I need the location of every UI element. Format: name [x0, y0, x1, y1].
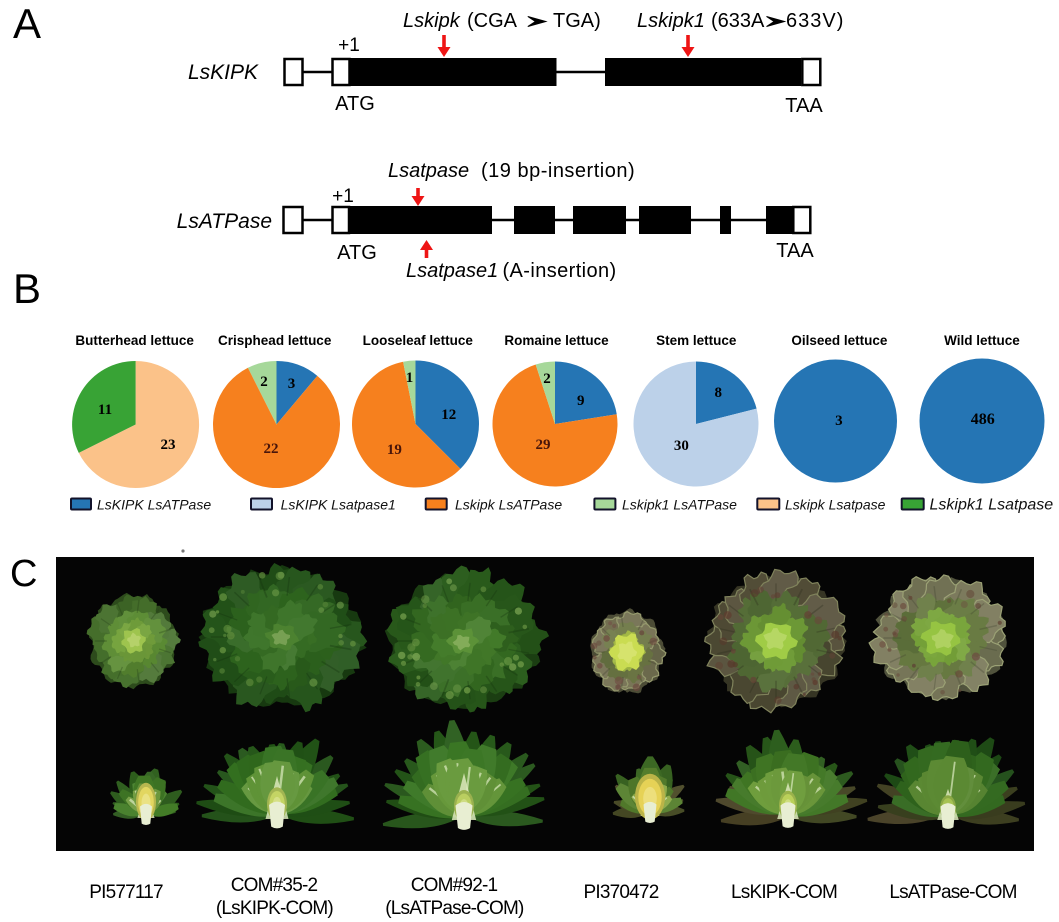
svg-text:Butterhead lettuce: Butterhead lettuce: [75, 333, 194, 348]
svg-text:LsKIPK-COM: LsKIPK-COM: [731, 882, 837, 903]
svg-text:3: 3: [288, 376, 296, 392]
svg-text:B: B: [13, 265, 41, 312]
svg-text:ATG: ATG: [335, 93, 375, 115]
svg-text:PI370472: PI370472: [584, 882, 659, 903]
svg-text:Lskipk LsATPase: Lskipk LsATPase: [455, 497, 562, 513]
svg-text:Lskipk: Lskipk: [403, 10, 461, 32]
svg-text:Stem lettuce: Stem lettuce: [656, 333, 737, 348]
svg-text:A: A: [13, 0, 41, 47]
svg-text:11: 11: [98, 402, 112, 418]
svg-text:22: 22: [264, 441, 279, 457]
svg-text:8: 8: [715, 385, 723, 401]
svg-text:9: 9: [577, 393, 585, 409]
svg-text:+1: +1: [338, 35, 360, 56]
svg-text:486: 486: [971, 411, 995, 428]
svg-text:LsATPase-COM: LsATPase-COM: [889, 882, 1016, 903]
svg-text:LsKIPK: LsKIPK: [188, 61, 259, 84]
svg-text:(633A: (633A: [711, 10, 765, 32]
svg-text:2: 2: [260, 374, 268, 390]
svg-text:Lsatpase: Lsatpase: [388, 160, 469, 182]
svg-text:ATG: ATG: [337, 242, 377, 264]
svg-text:TAA: TAA: [776, 240, 814, 262]
svg-text:Lskipk1: Lskipk1: [637, 10, 705, 32]
svg-text:COM#92-1: COM#92-1: [411, 875, 498, 896]
svg-text:(CGA: (CGA: [467, 10, 518, 32]
svg-text:Lskipk1 Lsatpase: Lskipk1 Lsatpase: [930, 497, 1054, 514]
svg-text:C: C: [10, 553, 37, 595]
svg-text:TGA): TGA): [553, 10, 601, 32]
svg-text:Wild lettuce: Wild lettuce: [944, 333, 1020, 348]
svg-text:2: 2: [543, 371, 551, 387]
svg-text:Crisphead lettuce: Crisphead lettuce: [218, 333, 332, 348]
svg-text:Oilseed lettuce: Oilseed lettuce: [791, 333, 888, 348]
svg-text:1: 1: [406, 370, 414, 386]
svg-text:Looseleaf lettuce: Looseleaf lettuce: [363, 333, 474, 348]
svg-text:Lskipk1 LsATPase: Lskipk1 LsATPase: [622, 497, 737, 513]
svg-text:23: 23: [161, 437, 176, 453]
svg-text:(19 bp-insertion): (19 bp-insertion): [481, 160, 635, 182]
svg-text:LsATPase: LsATPase: [177, 210, 272, 233]
svg-text:19: 19: [387, 442, 402, 458]
svg-text:TAA: TAA: [785, 95, 823, 117]
svg-text:633V): 633V): [786, 10, 844, 32]
svg-text:LsKIPK LsATPase: LsKIPK LsATPase: [97, 497, 211, 513]
svg-text:3: 3: [835, 413, 843, 429]
svg-text:+1: +1: [332, 186, 354, 207]
svg-text:COM#35-2: COM#35-2: [231, 875, 318, 896]
svg-text:Lskipk Lsatpase: Lskipk Lsatpase: [785, 497, 886, 513]
svg-text:PI577117: PI577117: [89, 882, 163, 903]
svg-text:30: 30: [674, 438, 689, 454]
svg-text:29: 29: [536, 437, 551, 453]
svg-text:Romaine lettuce: Romaine lettuce: [504, 333, 609, 348]
svg-text:(LsKIPK-COM): (LsKIPK-COM): [216, 898, 334, 919]
svg-text:(A-insertion): (A-insertion): [503, 260, 617, 282]
svg-text:LsKIPK Lsatpase1: LsKIPK Lsatpase1: [281, 497, 396, 513]
svg-text:(LsATPase-COM): (LsATPase-COM): [385, 898, 524, 919]
svg-text:Lsatpase1: Lsatpase1: [406, 260, 498, 282]
svg-text:12: 12: [441, 407, 456, 423]
